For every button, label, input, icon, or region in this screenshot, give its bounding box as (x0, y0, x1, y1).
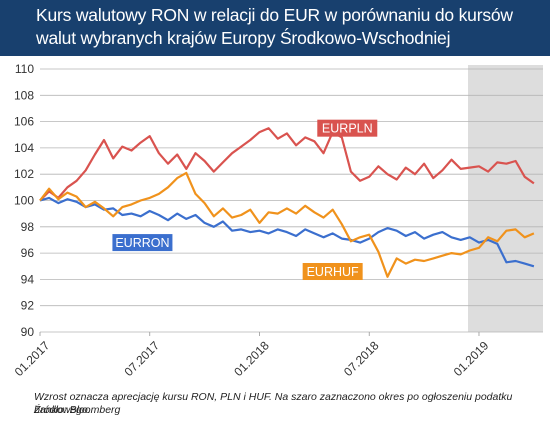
line-chart: 90 92 94 96 98 100 102 104 106 108 110 01.2017 07.2… (12, 62, 543, 379)
series-lines (39, 127, 535, 278)
chart-title: Kurs walutowy RON w relacji do EUR w por… (36, 5, 513, 48)
y-tick-label: 100 (14, 194, 34, 208)
label-box (302, 263, 363, 281)
y-tick-label: 94 (21, 272, 35, 286)
y-tick-label: 106 (14, 115, 34, 129)
y-axis: 90 92 94 96 98 100 102 104 106 108 110 (14, 62, 34, 339)
y-tick-label: 96 (21, 246, 35, 260)
series-label-eurhuf: EURHUF (302, 263, 363, 281)
series-label-eurpln: EURPLN (317, 119, 378, 137)
label-text: EURHUF (307, 265, 359, 279)
source-note: Źródło: Bloomberg (34, 404, 121, 416)
y-tick-label: 104 (14, 141, 34, 155)
label-box (112, 234, 173, 252)
x-tick-label: 01.2018 (231, 338, 272, 379)
series-labels: EURPLN EURRON EURHUF (112, 119, 378, 281)
y-tick-label: 108 (14, 88, 34, 102)
x-tick-label: 01.2019 (451, 338, 492, 379)
label-box (317, 119, 378, 137)
label-text: EURRON (115, 236, 169, 250)
title-banner: Kurs walutowy RON w relacji do EUR w por… (0, 0, 550, 56)
x-axis: 01.2017 07.2017 01.2018 07.2018 01.2019 (12, 332, 492, 379)
x-tick-label: 07.2018 (341, 338, 382, 379)
y-tick-label: 98 (21, 220, 35, 234)
series-line-eurpln (39, 127, 535, 202)
series-line-eurron (39, 196, 535, 268)
x-tick-label: 07.2017 (122, 338, 163, 379)
shaded-period (468, 65, 543, 332)
y-tick-label: 110 (15, 62, 34, 76)
label-text: EURPLN (322, 122, 373, 136)
y-tick-label: 90 (21, 325, 35, 339)
y-tick-label: 92 (21, 299, 35, 313)
gridlines (40, 68, 543, 333)
y-tick-label: 102 (14, 167, 34, 181)
footnote: Wzrost oznacza aprecjację kursu RON, PLN… (34, 391, 513, 416)
x-tick-label: 01.2017 (12, 338, 53, 379)
series-line-eurhuf (39, 171, 535, 278)
series-label-eurron: EURRON (112, 234, 173, 252)
